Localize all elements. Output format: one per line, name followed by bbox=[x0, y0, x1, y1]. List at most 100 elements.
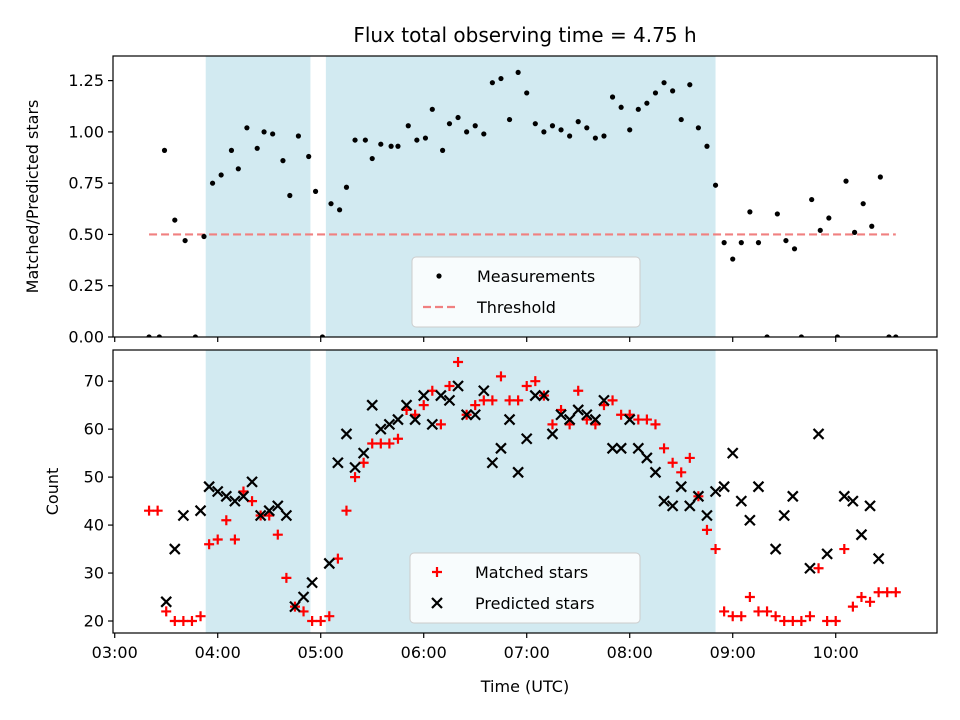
matched-stars-point bbox=[530, 376, 541, 387]
measurements-point bbox=[343, 184, 350, 190]
axes-frame bbox=[112, 349, 938, 634]
y-tick-label: 60 bbox=[84, 420, 104, 439]
predicted-stars-point bbox=[606, 442, 619, 455]
predicted-stars-point bbox=[529, 389, 542, 402]
measurements-point bbox=[244, 125, 250, 131]
legend: Measurements Threshold bbox=[411, 256, 641, 328]
y-tick-label: 20 bbox=[84, 612, 104, 631]
predicted-stars-point bbox=[563, 413, 576, 426]
measurements-point bbox=[678, 116, 684, 123]
predicted-stars-point bbox=[555, 408, 567, 421]
matched-stars-point bbox=[504, 395, 515, 406]
predicted-stars-point bbox=[615, 442, 627, 455]
predicted-stars-point bbox=[383, 418, 396, 431]
measurements-point bbox=[218, 172, 224, 178]
predicted-stars-point bbox=[726, 447, 739, 459]
measurements-point bbox=[852, 229, 858, 235]
measurements-point bbox=[860, 201, 866, 207]
measurements-point bbox=[661, 80, 667, 86]
predicted-stars-point bbox=[623, 413, 636, 426]
measurements-point bbox=[747, 209, 753, 215]
predicted-stars-point bbox=[332, 456, 344, 469]
predicted-stars-point bbox=[598, 394, 610, 407]
matched-stars-point bbox=[701, 524, 712, 535]
predicted-stars-point bbox=[417, 389, 430, 402]
matched-stars-point bbox=[856, 592, 867, 603]
matched-stars-point bbox=[169, 616, 180, 627]
measurements-point bbox=[362, 137, 368, 143]
matched-stars-point bbox=[392, 433, 403, 444]
predicted-stars-point bbox=[692, 490, 705, 503]
predicted-stars-point bbox=[220, 490, 233, 503]
measurements-point bbox=[704, 143, 710, 149]
x-tick-label: 10:00 bbox=[813, 643, 859, 662]
predicted-stars-point bbox=[435, 389, 447, 402]
predicted-stars-point bbox=[263, 504, 275, 517]
predicted-stars-point bbox=[787, 490, 799, 503]
legend-box bbox=[411, 256, 641, 328]
predicted-stars-point bbox=[229, 495, 241, 507]
measurements-point bbox=[182, 237, 188, 244]
predicted-stars-point bbox=[572, 404, 584, 416]
matched-stars-point bbox=[221, 515, 232, 526]
measurements-point bbox=[584, 125, 590, 131]
measurements-point bbox=[156, 334, 162, 337]
predicted-stars-point bbox=[778, 509, 790, 522]
legend-marker-matched-stars bbox=[432, 567, 442, 577]
measurements-point bbox=[541, 129, 547, 135]
matched-stars-point bbox=[547, 419, 558, 430]
measurements-point bbox=[877, 174, 883, 180]
matched-stars-point bbox=[873, 587, 884, 598]
measurements-point bbox=[575, 119, 581, 125]
matched-stars-point bbox=[650, 419, 661, 430]
measurements-point bbox=[295, 133, 301, 139]
legend-label-matched-stars: Matched stars bbox=[475, 563, 588, 582]
y-axis-label: Matched/Predicted stars bbox=[23, 100, 42, 294]
matched-stars-point bbox=[573, 385, 584, 396]
y-tick-label: 0.25 bbox=[68, 276, 104, 295]
matched-stars-point bbox=[830, 616, 841, 627]
predicted-stars-point bbox=[443, 394, 456, 407]
matched-stars-point bbox=[513, 395, 524, 406]
predicted-stars-point bbox=[503, 413, 516, 426]
predicted-stars-point bbox=[709, 485, 722, 498]
matched-stars-point bbox=[144, 505, 155, 516]
measurements-point bbox=[712, 182, 719, 188]
matched-stars-point bbox=[247, 496, 258, 507]
measurements-point bbox=[446, 121, 453, 127]
predicted-stars-point bbox=[684, 500, 696, 512]
legend-label-predicted-stars: Predicted stars bbox=[475, 594, 595, 613]
matched-stars-point bbox=[435, 419, 446, 430]
predicted-stars-point bbox=[581, 408, 593, 421]
predicted-stars-point bbox=[409, 413, 421, 426]
matched-stars-point bbox=[659, 443, 670, 454]
predicted-stars-point bbox=[864, 500, 876, 512]
matched-stars-point bbox=[229, 534, 240, 545]
measurements-point bbox=[834, 334, 841, 337]
matched-stars-point bbox=[770, 611, 781, 622]
x-tick-label: 06:00 bbox=[401, 643, 447, 662]
measurements-point bbox=[809, 196, 815, 203]
y-tick-label: 1.00 bbox=[68, 122, 104, 141]
predicted-stars-point bbox=[838, 490, 851, 503]
measurements-point bbox=[695, 125, 701, 131]
predicted-stars-point bbox=[649, 466, 662, 479]
predicted-stars-point bbox=[349, 461, 361, 474]
predicted-stars-point bbox=[280, 509, 293, 522]
legend-marker-predicted-stars bbox=[431, 597, 443, 609]
matched-stars-point bbox=[161, 606, 172, 617]
predicted-stars-point bbox=[666, 500, 679, 512]
matched-stars-point bbox=[641, 414, 652, 425]
predicted-stars-point bbox=[160, 596, 172, 608]
measurements-point bbox=[455, 114, 461, 121]
predicted-stars-point bbox=[872, 552, 885, 565]
matched-stars-point bbox=[470, 400, 481, 411]
predicted-stars-point bbox=[400, 399, 413, 411]
predicted-stars-point bbox=[804, 562, 816, 575]
predicted-stars-point bbox=[211, 485, 224, 498]
predicted-stars-point bbox=[752, 480, 765, 493]
measurements-point bbox=[601, 133, 607, 139]
matched-stars-point bbox=[272, 529, 283, 540]
measurements-point bbox=[618, 104, 624, 110]
y-tick-label: 70 bbox=[84, 372, 104, 391]
